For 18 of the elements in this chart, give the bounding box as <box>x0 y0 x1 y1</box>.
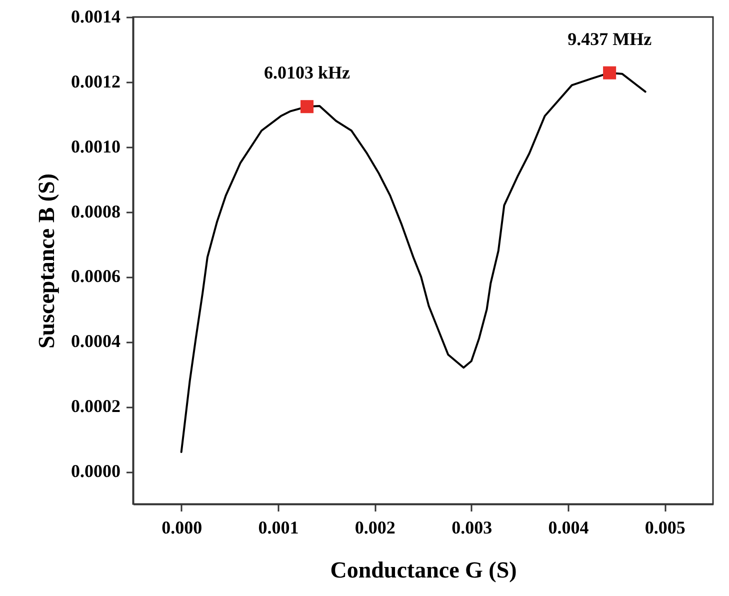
x-tick-label: 0.002 <box>354 518 396 538</box>
y-tick-label: 0.0006 <box>71 266 120 286</box>
y-tick-label: 0.0008 <box>71 201 120 222</box>
y-axis-title: Susceptance B (S) <box>34 173 59 349</box>
x-tick-label: 0.005 <box>644 518 686 538</box>
y-tick-label: 0.0002 <box>71 396 120 416</box>
annotation: 6.0103 kHz <box>264 62 350 83</box>
y-tick-label: 0.0004 <box>71 331 120 352</box>
y-tick-label: 0.0000 <box>71 461 120 482</box>
y-tick-label: 0.0012 <box>71 71 120 92</box>
x-tick-label: 0.003 <box>452 518 492 538</box>
x-tick-label: 0.000 <box>162 518 202 538</box>
x-tick-label: 0.004 <box>548 518 589 538</box>
x-tick-label: 0.001 <box>258 518 299 538</box>
x-axis-title: Conductance G (S) <box>330 558 517 582</box>
y-tick-label: 0.0014 <box>71 6 120 26</box>
y-tick-label: 0.0010 <box>71 136 120 156</box>
annotation: 9.437 MHz <box>568 28 652 49</box>
